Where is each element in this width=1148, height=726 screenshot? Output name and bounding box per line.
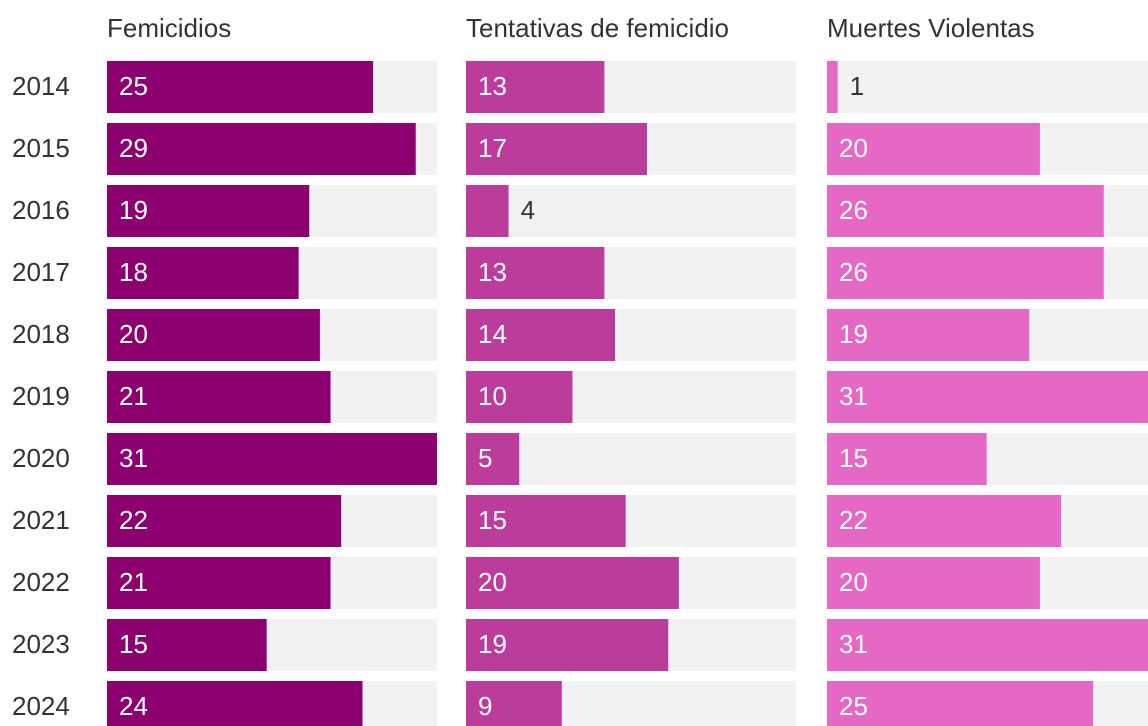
bar bbox=[466, 309, 616, 361]
bar bbox=[827, 247, 1104, 299]
value-label: 14 bbox=[478, 319, 507, 349]
y-tick-label: 2022 bbox=[12, 567, 70, 597]
value-label: 20 bbox=[839, 567, 868, 597]
value-label: 10 bbox=[478, 381, 507, 411]
value-label: 25 bbox=[119, 71, 148, 101]
bar bbox=[466, 123, 647, 175]
value-label: 20 bbox=[119, 319, 148, 349]
bar bbox=[107, 61, 374, 113]
value-label: 21 bbox=[119, 381, 148, 411]
bar bbox=[466, 619, 669, 671]
bar bbox=[827, 61, 838, 113]
value-label: 22 bbox=[839, 505, 868, 535]
y-tick-label: 2019 bbox=[12, 381, 70, 411]
value-label: 31 bbox=[119, 443, 148, 473]
value-label: 15 bbox=[119, 629, 148, 659]
bar bbox=[827, 371, 1148, 423]
value-label: 1 bbox=[850, 71, 864, 101]
y-tick-label: 2018 bbox=[12, 319, 70, 349]
panel-title: Femicidios bbox=[107, 13, 231, 43]
value-label: 15 bbox=[478, 505, 507, 535]
y-tick-label: 2016 bbox=[12, 195, 70, 225]
bar bbox=[466, 557, 679, 609]
bar-track bbox=[466, 433, 796, 485]
bar bbox=[107, 247, 299, 299]
bar-track bbox=[827, 61, 1148, 113]
bar bbox=[107, 123, 416, 175]
bar bbox=[827, 433, 987, 485]
value-label: 4 bbox=[521, 195, 535, 225]
value-label: 9 bbox=[478, 691, 492, 721]
bar bbox=[466, 495, 626, 547]
bar bbox=[466, 185, 509, 237]
bar bbox=[827, 495, 1062, 547]
bar-track bbox=[466, 185, 796, 237]
bar bbox=[107, 309, 320, 361]
value-label: 20 bbox=[478, 567, 507, 597]
value-label: 17 bbox=[478, 133, 507, 163]
bar bbox=[107, 495, 342, 547]
bar bbox=[107, 619, 267, 671]
bar bbox=[827, 619, 1148, 671]
bar bbox=[107, 185, 310, 237]
value-label: 21 bbox=[119, 567, 148, 597]
bar bbox=[466, 371, 573, 423]
y-tick-label: 2024 bbox=[12, 691, 70, 721]
value-label: 19 bbox=[119, 195, 148, 225]
value-label: 24 bbox=[119, 691, 148, 721]
bar bbox=[827, 123, 1040, 175]
value-label: 26 bbox=[839, 257, 868, 287]
value-label: 25 bbox=[839, 691, 868, 721]
y-tick-label: 2015 bbox=[12, 133, 70, 163]
panel-title: Muertes Violentas bbox=[827, 13, 1035, 43]
value-label: 29 bbox=[119, 133, 148, 163]
value-label: 13 bbox=[478, 257, 507, 287]
value-label: 15 bbox=[839, 443, 868, 473]
y-tick-label: 2021 bbox=[12, 505, 70, 535]
bar bbox=[107, 433, 437, 485]
bar bbox=[466, 247, 605, 299]
panel-title: Tentativas de femicidio bbox=[466, 13, 729, 43]
y-tick-label: 2017 bbox=[12, 257, 70, 287]
bar bbox=[466, 433, 520, 485]
value-label: 18 bbox=[119, 257, 148, 287]
bar bbox=[827, 185, 1104, 237]
bar bbox=[827, 681, 1094, 726]
value-label: 20 bbox=[839, 133, 868, 163]
bar bbox=[107, 681, 363, 726]
bar bbox=[466, 61, 605, 113]
value-label: 5 bbox=[478, 443, 492, 473]
value-label: 19 bbox=[478, 629, 507, 659]
bar bbox=[827, 309, 1030, 361]
value-label: 19 bbox=[839, 319, 868, 349]
y-tick-label: 2014 bbox=[12, 71, 70, 101]
value-label: 31 bbox=[839, 381, 868, 411]
bar bbox=[107, 371, 331, 423]
value-label: 22 bbox=[119, 505, 148, 535]
y-tick-label: 2020 bbox=[12, 443, 70, 473]
value-label: 26 bbox=[839, 195, 868, 225]
y-tick-label: 2023 bbox=[12, 629, 70, 659]
bar bbox=[107, 557, 331, 609]
bar bbox=[466, 681, 562, 726]
bar bbox=[827, 557, 1040, 609]
value-label: 13 bbox=[478, 71, 507, 101]
value-label: 31 bbox=[839, 629, 868, 659]
